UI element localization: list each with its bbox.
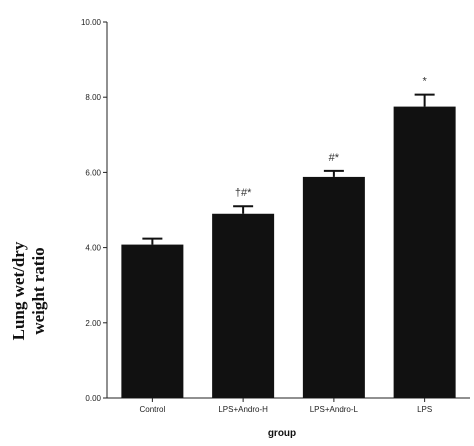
x-tick-label: Control <box>139 405 165 414</box>
y-tick-label: 0.00 <box>85 394 101 403</box>
y-axis-title: Lung wet/dry weight ratio <box>9 241 48 340</box>
y-axis-title-line-2: weight ratio <box>29 247 48 334</box>
significance-mark: †#* <box>235 187 252 199</box>
bar <box>302 176 365 398</box>
x-axis-title: group <box>268 428 296 439</box>
plot-area: 0.00 2.00 4.00 6.00 8.00 10.00 Control †#* LPS+A… <box>81 18 470 414</box>
y-axis-title-line-1: Lung wet/dry <box>9 241 28 340</box>
y-tick-label: 4.00 <box>85 244 101 253</box>
x-tick-label: LPS+Andro-L <box>310 405 359 414</box>
y-tick-label: 6.00 <box>85 168 101 177</box>
x-tick-label: LPS+Andro-H <box>218 405 268 414</box>
significance-mark: #* <box>329 152 340 164</box>
x-tick-label: LPS <box>417 405 432 414</box>
bar <box>121 244 184 398</box>
y-tick-label: 10.00 <box>81 18 102 27</box>
significance-mark: * <box>422 76 427 88</box>
bar <box>212 213 275 398</box>
y-tick-label: 8.00 <box>85 93 101 102</box>
y-tick-label: 2.00 <box>85 319 101 328</box>
bar <box>393 106 456 398</box>
